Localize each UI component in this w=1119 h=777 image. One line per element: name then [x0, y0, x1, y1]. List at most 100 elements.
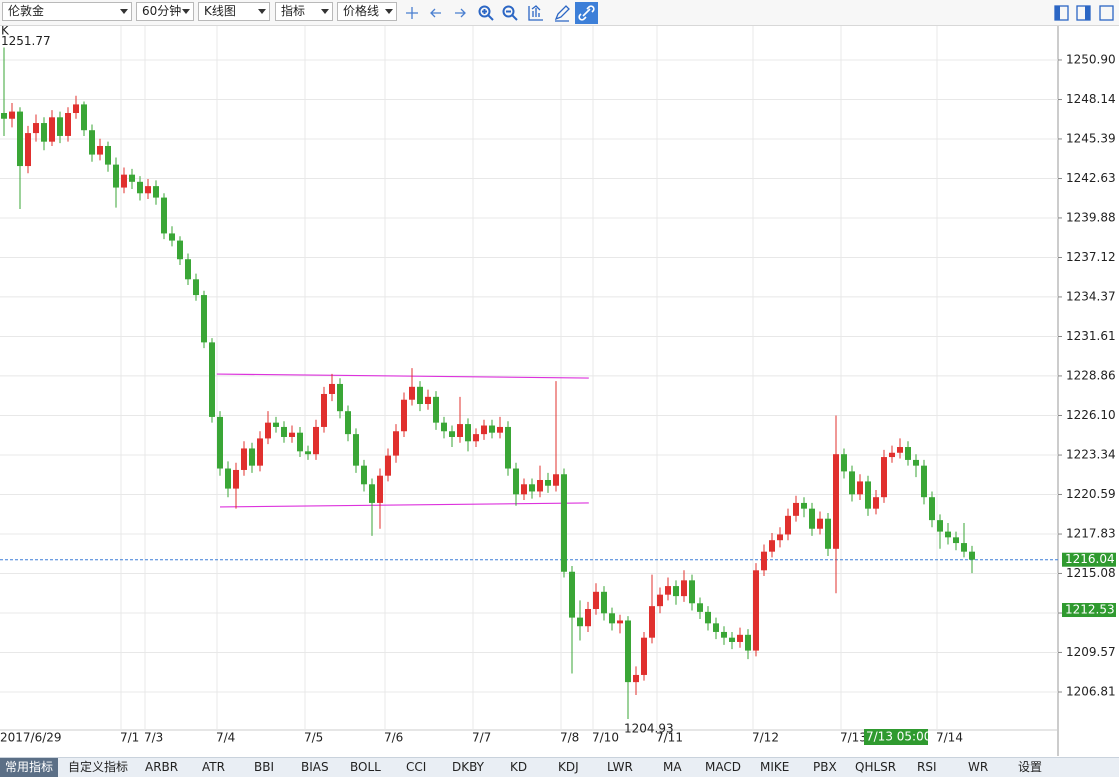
candle-body [889, 452, 895, 458]
period-text: 60分钟 [142, 4, 182, 18]
x-tick-label: 7/8 [560, 731, 579, 745]
candle-body [809, 508, 815, 529]
y-tick-label: 1223.34 [1066, 448, 1116, 462]
candle-body [113, 164, 119, 188]
candle-body [649, 606, 655, 638]
chart-type-text: K线图 [204, 4, 236, 18]
indicator-tab[interactable]: MIKE [760, 760, 790, 774]
indicator-tab[interactable]: ARBR [145, 760, 179, 774]
candle-body [881, 457, 887, 498]
candle-body [817, 518, 823, 529]
candle-body [625, 620, 631, 683]
indicator-tab[interactable]: 设置 [1018, 760, 1043, 774]
candle-body [793, 502, 799, 516]
pencil-button[interactable] [552, 3, 572, 23]
indicator-tab[interactable]: PBX [813, 760, 837, 774]
indicator-tab[interactable]: BBI [254, 760, 275, 774]
indicator-tab[interactable]: KD [510, 760, 528, 774]
crosshair-price-label: 1212.53 [1065, 603, 1115, 617]
indicator-tab[interactable]: MACD [705, 760, 741, 774]
window-button[interactable] [1074, 3, 1094, 23]
indicator-tabs: 常用指标 自定义指标 ARBR ATR BBI BIAS BOLL CCI DKBY KD KDJ L… [0, 757, 1119, 777]
zoom-in-button[interactable] [476, 3, 496, 23]
candle-body [489, 425, 495, 433]
candle-body [177, 240, 183, 260]
candle-body [673, 586, 679, 597]
candle-body [545, 479, 551, 486]
indicator-tab[interactable]: CCI [406, 760, 427, 774]
indicator-tab[interactable]: RSI [917, 760, 937, 774]
min-label: 1204.93 [624, 721, 674, 735]
candle-body [25, 133, 31, 167]
candle-body [633, 674, 639, 683]
candle-body [193, 279, 199, 296]
indicator-tab[interactable]: KDJ [558, 760, 579, 774]
candle-body [753, 570, 759, 651]
indicator-select[interactable]: 指标 [275, 2, 333, 21]
trend-line [216, 373, 589, 379]
x-tick-label: 7/11 [656, 731, 683, 745]
candle-body [865, 481, 871, 509]
indicator-tab[interactable]: QHLSR [855, 760, 897, 774]
candle-body [721, 631, 727, 638]
candle-body [65, 113, 71, 136]
y-tick-label: 1234.37 [1066, 289, 1116, 303]
candle-body [857, 481, 863, 495]
candle-body [505, 426, 511, 469]
candle-body [833, 454, 839, 549]
indicator-tab[interactable]: ATR [202, 760, 225, 774]
indicator-tab[interactable]: DKBY [452, 760, 485, 774]
zoom-out-button[interactable] [500, 3, 520, 23]
price-line-select[interactable]: 价格线 [337, 2, 397, 21]
candle-body [609, 613, 615, 624]
candle-body [353, 434, 359, 466]
link-button[interactable] [575, 2, 598, 24]
x-tick-label: 2017/6/29 [0, 731, 62, 745]
price-line-text: 价格线 [343, 4, 380, 18]
indicator-tab[interactable]: 常用指标 [0, 758, 59, 777]
candle-body [209, 342, 215, 417]
candle-body [1, 113, 7, 119]
symbol-select[interactable]: 伦敦金 [2, 2, 132, 21]
trend-line [219, 502, 589, 508]
crosshair-time-box [864, 729, 928, 745]
y-tick-label: 1215.08 [1066, 566, 1116, 580]
candle-body [377, 475, 383, 503]
candle-body [225, 468, 231, 489]
x-tick-label: 7/1 [120, 731, 139, 745]
indicator-tab[interactable]: BOLL [350, 760, 381, 774]
chart-button[interactable] [526, 3, 546, 23]
candle-body [201, 295, 207, 343]
candle-body [145, 186, 151, 194]
panel-button[interactable] [1097, 3, 1117, 23]
right-button[interactable] [450, 3, 470, 23]
current-price-box [1062, 552, 1116, 567]
toolbar: 伦敦金 60分钟 K线图 指标 价格线 [0, 0, 1119, 26]
candle-body [417, 386, 423, 405]
candle-body [297, 432, 303, 452]
candle-body [521, 484, 527, 495]
indicator-tab[interactable]: WR [968, 760, 989, 774]
chart-type-select[interactable]: K线图 [198, 2, 270, 21]
candle-body [441, 422, 447, 432]
y-tick-label: 1237.12 [1066, 250, 1116, 264]
left-button[interactable] [426, 3, 446, 23]
candle-body [497, 426, 503, 433]
layout-button[interactable] [1052, 3, 1072, 23]
candle-body [665, 586, 671, 595]
y-tick-label: 1231.61 [1066, 329, 1116, 343]
indicator-tab[interactable]: BIAS [301, 760, 329, 774]
crosshair-button[interactable] [402, 3, 422, 23]
indicator-tab[interactable]: 自定义指标 [68, 760, 129, 774]
indicator-tab[interactable]: MA [663, 760, 682, 774]
period-select[interactable]: 60分钟 [136, 2, 194, 21]
candle-body [873, 497, 879, 509]
symbol-text: 伦敦金 [8, 4, 45, 18]
candle-body [41, 123, 47, 142]
crosshair-time-label: 7/13 05:00 [866, 730, 931, 744]
indicator-text: 指标 [281, 4, 306, 18]
candle-body [385, 455, 391, 476]
x-tick-label: 7/5 [304, 731, 323, 745]
candle-body [249, 448, 255, 466]
indicator-tab[interactable]: LWR [607, 760, 633, 774]
